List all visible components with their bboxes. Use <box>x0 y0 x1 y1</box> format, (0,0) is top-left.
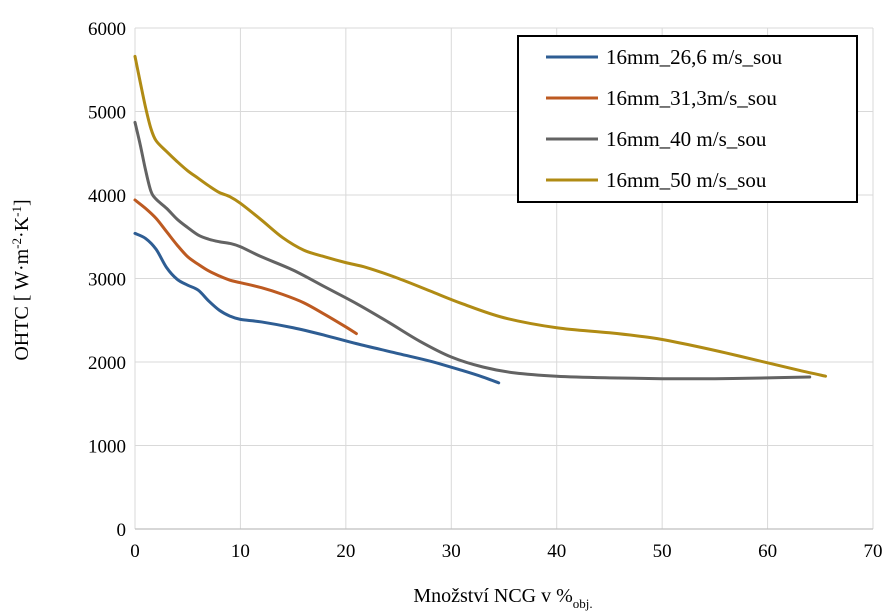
y-tick-label: 1000 <box>88 437 126 458</box>
x-axis-title: Množství NCG v %obj. <box>413 585 592 611</box>
legend-label-0: 16mm_26,6 m/s_sou <box>606 45 783 69</box>
x-tick-label: 40 <box>547 541 566 562</box>
x-tick-label: 0 <box>130 541 140 562</box>
x-tick-label: 70 <box>864 541 883 562</box>
series-line-2 <box>133 120 812 381</box>
y-tick-label: 2000 <box>88 353 126 374</box>
y-axis-title-part-2: ·K <box>11 216 33 238</box>
x-tick-label: 30 <box>442 541 461 562</box>
y-tick-label: 4000 <box>88 186 126 207</box>
x-tick-label: 60 <box>758 541 777 562</box>
series-line-1 <box>133 198 358 336</box>
legend-label-1: 16mm_31,3m/s_sou <box>606 86 777 110</box>
legend-label-2: 16mm_40 m/s_sou <box>606 127 767 151</box>
series-lines <box>133 54 828 385</box>
legend-label-3: 16mm_50 m/s_sou <box>606 168 767 192</box>
x-tick-label: 50 <box>653 541 672 562</box>
x-axis-title-subscript: obj. <box>573 596 593 611</box>
legend: 16mm_26,6 m/s_sou 16mm_31,3m/s_sou 16mm_… <box>517 35 858 203</box>
x-tick-label: 20 <box>336 541 355 562</box>
y-axis-title-part-3: ] <box>11 199 33 206</box>
gridlines <box>134 27 874 529</box>
x-tick-label: 10 <box>231 541 250 562</box>
y-tick-label: 0 <box>117 520 127 541</box>
x-tick-labels: 0 10 20 30 40 50 60 70 <box>130 541 882 562</box>
y-axis-title-sup-1: -2 <box>9 238 24 249</box>
y-tick-label: 3000 <box>88 270 126 291</box>
x-axis-title-main: Množství NCG v % <box>413 585 572 607</box>
y-tick-labels: 0 1000 2000 3000 4000 5000 6000 <box>88 19 126 541</box>
legend-box <box>517 35 858 203</box>
y-tick-label: 5000 <box>88 103 126 124</box>
y-axis-title: OHTC [ W·m-2·K-1] <box>9 199 33 360</box>
y-axis-title-sup-2: -1 <box>9 206 24 217</box>
y-tick-label: 6000 <box>88 19 126 40</box>
series-line-0 <box>133 231 501 385</box>
series-line-3 <box>133 54 828 378</box>
y-axis-title-part-1: OHTC [ W·m <box>11 248 33 360</box>
